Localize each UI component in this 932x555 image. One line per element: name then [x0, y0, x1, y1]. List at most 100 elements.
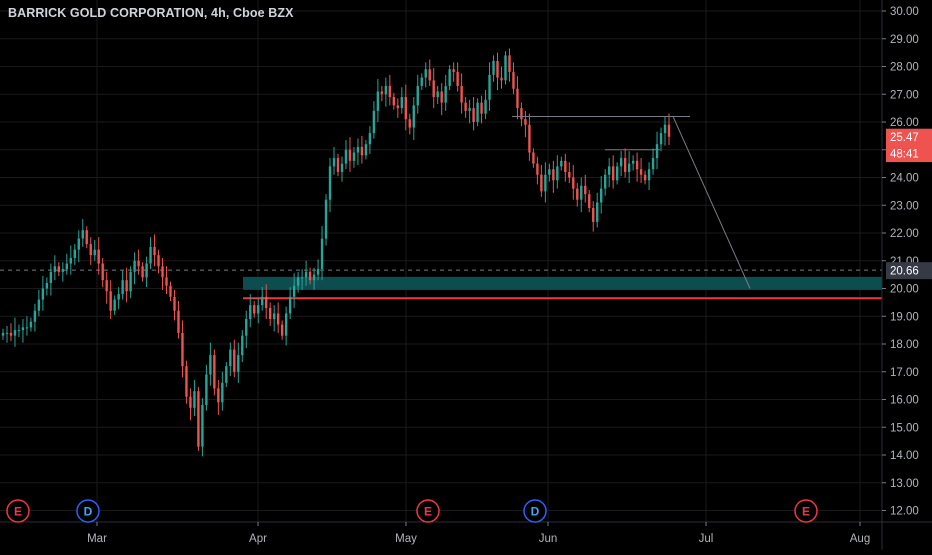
candle-body: [368, 133, 372, 145]
candle-body: [49, 271, 53, 283]
candle-body: [213, 355, 216, 389]
time-tick-label: Jul: [699, 533, 714, 545]
candle-body: [607, 166, 611, 175]
support-zone: [243, 276, 882, 290]
event-marker-label: D: [84, 505, 93, 519]
price-label-bg: [886, 145, 932, 163]
candle-body: [300, 277, 304, 279]
price-tick-label: 17.00: [890, 367, 919, 379]
candle-body: [173, 296, 176, 311]
candle-body: [9, 332, 13, 336]
earnings-marker: E: [6, 499, 30, 523]
price-tick-label: 15.00: [890, 422, 919, 434]
candle-body: [588, 194, 591, 209]
candle-body: [245, 319, 248, 336]
candle-body: [596, 202, 599, 222]
candle-body: [193, 391, 196, 408]
candle-body: [73, 249, 76, 258]
price-tick-label: 16.00: [890, 395, 919, 407]
event-marker-label: E: [14, 505, 22, 519]
candle-body: [61, 269, 65, 272]
candle-body: [101, 263, 104, 281]
trendline-layer: [512, 115, 751, 289]
candle-body: [205, 374, 208, 406]
symbol-title[interactable]: BARRICK GOLD CORPORATION, 4h, Cboe BZX: [8, 6, 294, 20]
candle-body: [611, 166, 615, 181]
candle-body: [225, 366, 228, 383]
candle-body: [667, 124, 671, 137]
price-tick-label: 26.00: [890, 117, 919, 129]
candle-body: [388, 85, 392, 98]
candle-body: [639, 169, 643, 175]
candle-body: [221, 382, 224, 403]
earnings-marker: E: [794, 499, 818, 523]
candle-body: [643, 174, 647, 181]
candle-body: [556, 166, 559, 181]
candle-body: [659, 133, 663, 145]
candle-body: [372, 110, 376, 134]
candle-body: [217, 388, 220, 403]
candle-body: [149, 246, 152, 264]
event-marker-circle: [794, 499, 818, 523]
candle-body: [627, 163, 631, 172]
candle-body: [316, 269, 320, 275]
candle-body: [548, 169, 551, 175]
candle-body: [328, 166, 332, 200]
candle-body: [564, 160, 567, 172]
candle-body: [432, 80, 435, 98]
candle-body: [197, 391, 200, 447]
candle-body: [348, 149, 352, 161]
event-marker-label: E: [424, 505, 432, 519]
projection-line: [672, 116, 751, 289]
candle-body: [145, 263, 148, 278]
candle-body: [261, 296, 264, 306]
price-labels: 25.47 48:41 20.66: [886, 128, 932, 280]
time-tick-label: Aug: [850, 533, 870, 545]
candle-body: [45, 282, 49, 289]
candle-body: [404, 97, 407, 120]
candle-body: [93, 249, 96, 256]
candle-body: [133, 260, 136, 272]
time-tick-label: Mar: [87, 533, 107, 545]
candle-body: [21, 327, 25, 331]
candle-body: [524, 119, 527, 125]
candle-body: [97, 249, 100, 264]
candle-body: [552, 169, 555, 181]
candle-body: [440, 91, 443, 103]
candle-body: [360, 146, 364, 156]
candle-body: [384, 85, 388, 95]
candle-body: [647, 169, 651, 181]
candle-body: [1, 332, 5, 336]
candle-body: [631, 160, 635, 164]
candle-body: [209, 355, 212, 375]
candle-body: [619, 158, 623, 167]
price-tick-label: 20.00: [890, 284, 919, 296]
candle-body: [105, 280, 108, 292]
candle-body: [480, 102, 483, 114]
candle-body: [181, 332, 184, 367]
price-label-bg: [886, 262, 932, 280]
candle-body: [444, 85, 447, 103]
price-tick-label: 29.00: [890, 34, 919, 46]
price-tick-label: 22.00: [890, 228, 919, 240]
candle-body: [41, 288, 45, 300]
candle-body: [364, 144, 368, 156]
candle-body: [412, 105, 415, 128]
candle-body: [663, 124, 667, 134]
candle-body: [284, 313, 288, 336]
candle-body: [496, 60, 499, 78]
candle-body: [237, 355, 240, 372]
candle-body: [536, 163, 539, 175]
price-tick-label: 18.00: [890, 339, 919, 351]
candle-body: [241, 335, 244, 356]
candle-body: [272, 313, 276, 320]
time-axis[interactable]: Mar Apr May Jun Jul Aug: [0, 521, 932, 545]
candle-body: [296, 277, 300, 286]
candle-body: [635, 160, 639, 170]
candle-body: [472, 108, 475, 122]
candle-body: [69, 257, 72, 264]
candle-body: [280, 324, 284, 336]
price-tick-label: 30.00: [890, 6, 919, 18]
